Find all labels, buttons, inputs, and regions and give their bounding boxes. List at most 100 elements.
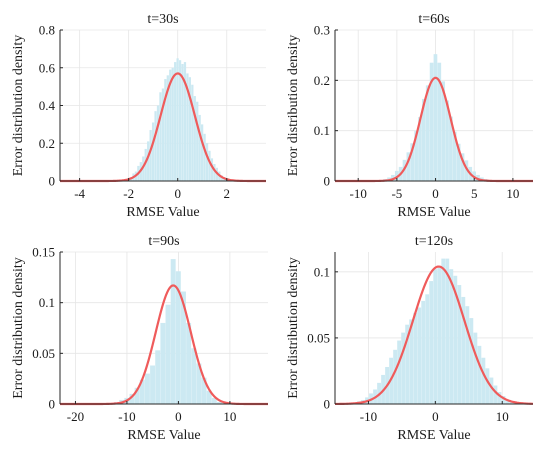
histogram-bar	[169, 69, 172, 181]
histogram-bar	[198, 114, 201, 181]
y-tick-label: 0	[49, 397, 56, 412]
y-axis-label: Error distribution density	[286, 257, 301, 399]
chart-panel-2: -10 -5 0 5 10 0 0.1 0.2 0.3 t=60s RMSE Value Error …	[286, 12, 533, 220]
histogram-bar	[203, 133, 206, 181]
histogram-bar	[134, 387, 140, 404]
histogram-bar	[501, 396, 506, 404]
histogram-bar	[421, 300, 426, 404]
x-tick-label: 10	[506, 186, 519, 201]
histogram-bar	[181, 63, 184, 181]
histogram-bar	[196, 363, 202, 404]
histogram-bar	[155, 350, 161, 404]
y-tick-label: 0.4	[39, 98, 56, 113]
chart-title: t=90s	[148, 234, 179, 249]
histogram-bar	[445, 258, 450, 404]
histogram-bar	[429, 62, 434, 181]
histogram-bar	[208, 150, 211, 181]
histogram-bar	[406, 152, 411, 181]
histogram-bar	[401, 332, 406, 404]
histogram-bar	[139, 379, 145, 404]
x-axis-label: RMSE Value	[127, 428, 200, 443]
histogram-bar	[413, 312, 418, 404]
x-tick-label: 10	[223, 409, 236, 424]
histogram-bar	[176, 58, 179, 181]
histogram-bar	[217, 401, 222, 404]
y-tick-label: 0.05	[32, 346, 55, 361]
x-axis-label: RMSE Value	[397, 205, 470, 220]
histogram-bar	[410, 143, 415, 181]
y-tick-label: 0	[324, 397, 331, 412]
histogram-bar	[453, 275, 458, 404]
histogram-bar	[166, 75, 169, 181]
histogram-bar	[211, 397, 217, 404]
chart-title: t=120s	[415, 234, 453, 249]
chart-panel-3: -20 -10 0 10 0 0.05 0.1 0.15 t=90s RMSE Value Erro…	[11, 234, 268, 443]
histogram-bar	[473, 332, 478, 404]
histogram-bar	[457, 285, 462, 404]
y-tick-label: 0.1	[39, 295, 55, 310]
histogram-bar	[425, 85, 430, 181]
histogram-bar	[409, 319, 414, 404]
histogram-bar	[456, 143, 461, 181]
histogram-bar	[449, 269, 454, 404]
histogram-bar	[445, 100, 449, 181]
histogram-bar	[149, 130, 152, 181]
x-tick-label: -20	[67, 409, 84, 424]
x-tick-label: -2	[123, 186, 134, 201]
y-tick-label: 0.2	[314, 73, 330, 88]
x-tick-label: 2	[224, 186, 231, 201]
histogram-bar	[205, 143, 209, 181]
y-tick-label: 0.2	[39, 136, 55, 151]
histogram-bar	[191, 84, 194, 181]
histogram-bar	[165, 304, 171, 404]
histogram-bar	[493, 385, 498, 404]
histogram-bar	[429, 281, 434, 404]
histogram-bar	[142, 156, 145, 181]
histogram-bar	[437, 267, 442, 404]
x-tick-label: 0	[432, 186, 439, 201]
histogram-bar	[497, 392, 502, 404]
y-tick-label: 0	[49, 174, 56, 189]
histogram-bar	[129, 393, 135, 404]
histogram-bar	[464, 160, 469, 181]
histogram-bar	[171, 67, 174, 181]
fit-curve	[334, 265, 534, 406]
histogram-bar	[164, 79, 167, 181]
y-tick-label: 0.8	[39, 23, 55, 38]
x-tick-label: -4	[74, 186, 85, 201]
histogram-bar	[485, 368, 490, 404]
x-tick-label: 5	[471, 186, 478, 201]
histogram-bar	[193, 96, 196, 181]
histogram-bar	[418, 117, 422, 181]
chart-title: t=60s	[418, 12, 449, 27]
y-axis-label: Error distribution density	[286, 35, 301, 177]
histogram-bar	[159, 92, 162, 181]
histogram-bar	[469, 318, 474, 404]
x-tick-label: -10	[350, 186, 367, 201]
x-tick-label: 10	[496, 409, 509, 424]
histogram-bar	[414, 130, 418, 181]
histogram-bar	[505, 400, 510, 404]
histogram-bar	[422, 98, 426, 181]
histogram-bar	[201, 377, 207, 404]
histogram-bar	[147, 141, 150, 181]
y-tick-label: 0	[324, 174, 331, 189]
histogram-bar	[175, 271, 181, 404]
histogram-bar	[178, 60, 182, 182]
histogram-bar	[183, 62, 187, 181]
x-tick-label: -10	[360, 409, 377, 424]
histogram-bar	[425, 294, 430, 404]
histogram-bar	[437, 62, 442, 181]
histogram-bar	[213, 164, 216, 181]
histogram-bar	[156, 105, 160, 181]
histogram-bar	[433, 54, 438, 181]
histogram-bar	[170, 259, 176, 404]
y-tick-label: 0.15	[32, 245, 55, 260]
histogram-bar	[201, 124, 204, 181]
histogram-bar	[481, 357, 486, 404]
histogram-bar	[489, 377, 494, 404]
histogram-bar	[441, 258, 446, 404]
y-axis-label: Error distribution density	[11, 35, 26, 177]
x-tick-label: 0	[175, 409, 182, 424]
chart-title: t=30s	[147, 12, 178, 27]
